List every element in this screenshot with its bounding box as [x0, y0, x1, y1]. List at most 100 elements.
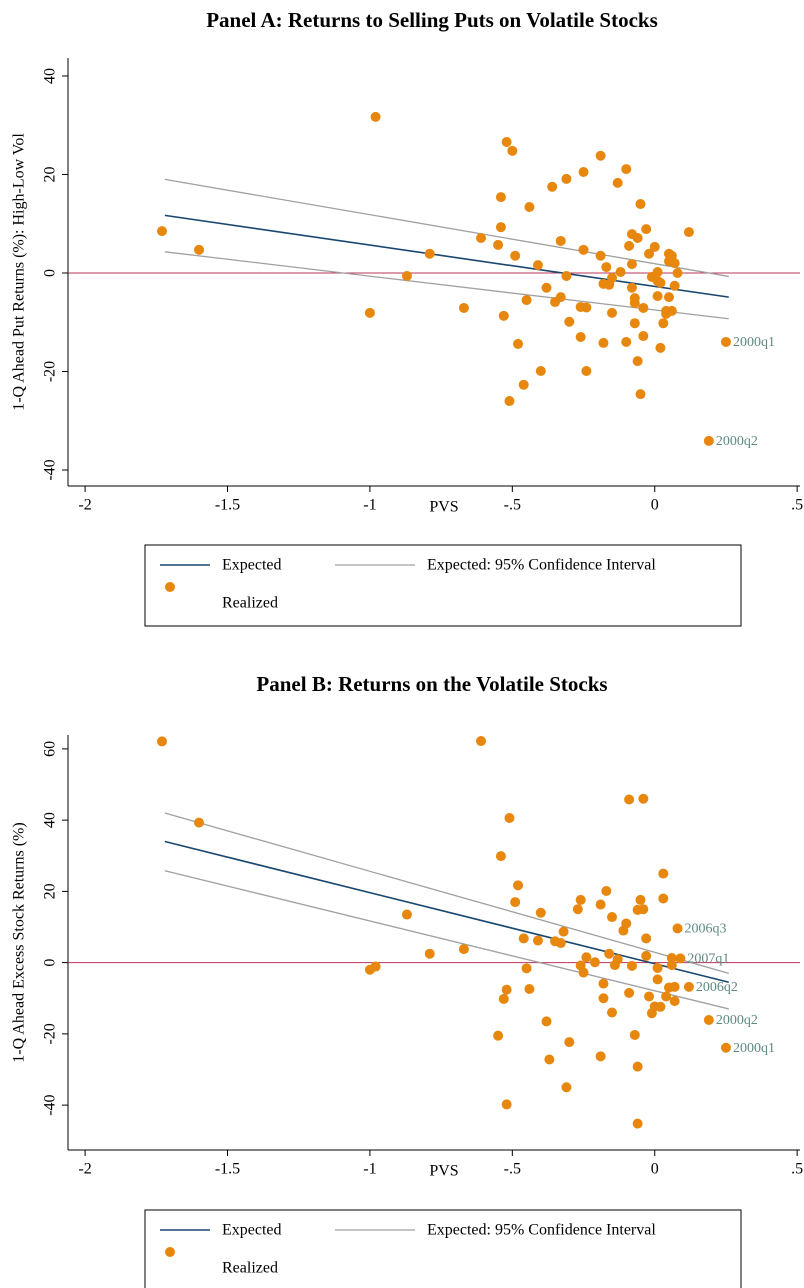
point [561, 173, 572, 184]
y-tick-label: -20 [42, 361, 59, 382]
point [475, 736, 486, 747]
chart-title: Panel A: Returns to Selling Puts on Vola… [206, 8, 658, 32]
point [658, 893, 669, 904]
point [504, 396, 515, 407]
point [638, 793, 649, 804]
annotation: 2007q1 [687, 952, 729, 967]
annotation: 2000q2 [716, 434, 758, 449]
y-tick-label: -40 [42, 1094, 59, 1115]
point [458, 302, 469, 313]
point [194, 244, 205, 255]
point [521, 295, 532, 306]
point [607, 272, 618, 283]
confidence-line [164, 812, 729, 974]
confidence-line [164, 870, 729, 1010]
point [658, 318, 669, 329]
point [632, 233, 643, 244]
point [624, 987, 635, 998]
point [641, 950, 652, 961]
y-tick-label: 40 [42, 812, 59, 828]
point [501, 136, 512, 147]
point [544, 1054, 555, 1065]
chart-title: Panel B: Returns on the Volatile Stocks [256, 672, 607, 696]
point [607, 1007, 618, 1018]
point [703, 435, 714, 446]
x-tick-label: -2 [78, 497, 91, 514]
point [564, 1037, 575, 1048]
point [644, 248, 655, 259]
x-tick-label: .5 [791, 497, 803, 514]
legend-label: Expected [222, 557, 282, 574]
point [558, 926, 569, 937]
x-tick-label: .5 [791, 1161, 803, 1178]
legend-label: Realized [222, 595, 278, 612]
y-axis-label: 1-Q Ahead Put Returns (%): High-Low Vol [11, 133, 28, 411]
expected-line [164, 840, 729, 983]
point [598, 337, 609, 348]
point [624, 794, 635, 805]
point [501, 984, 512, 995]
point [663, 292, 674, 303]
point [555, 938, 566, 949]
annotation: 2000q1 [733, 1041, 775, 1056]
point [518, 933, 529, 944]
legend-box [144, 1209, 742, 1288]
y-tick-label: 20 [42, 166, 59, 182]
point [598, 978, 609, 989]
annotation: 2000q2 [716, 1013, 758, 1028]
point [521, 963, 532, 974]
point [555, 292, 566, 303]
point [683, 981, 694, 992]
legend-label: Expected: 95% Confidence Interval [427, 557, 656, 574]
point [669, 996, 680, 1007]
y-tick-label: 20 [42, 883, 59, 899]
point [581, 952, 592, 963]
point [595, 899, 606, 910]
point [535, 907, 546, 918]
x-tick-label: -1 [363, 497, 376, 514]
point [578, 967, 589, 978]
point [675, 953, 686, 964]
x-tick-label: 0 [651, 1161, 659, 1178]
legend-label: Expected [222, 1222, 282, 1239]
annotation: 2006q2 [696, 980, 738, 995]
point [510, 897, 521, 908]
point [541, 1016, 552, 1027]
point [621, 918, 632, 929]
point [703, 1014, 714, 1025]
point [475, 233, 486, 244]
point [370, 111, 381, 122]
point [672, 267, 683, 278]
point [578, 244, 589, 255]
y-tick-label: 40 [42, 68, 59, 84]
point [652, 267, 663, 277]
point [495, 222, 506, 233]
x-tick-label: -1.5 [215, 1161, 240, 1178]
point [370, 961, 381, 972]
point [658, 868, 669, 879]
legend-box [144, 544, 742, 627]
point [621, 164, 632, 175]
point [535, 365, 546, 376]
y-tick-label: 0 [42, 269, 59, 277]
point [669, 280, 680, 291]
point [655, 277, 666, 288]
point [364, 307, 375, 318]
expected-line [164, 214, 729, 298]
y-tick-label: 60 [42, 741, 59, 757]
point [638, 302, 649, 313]
point [652, 962, 663, 973]
point [498, 993, 509, 1004]
point [532, 260, 543, 271]
point [607, 307, 618, 318]
point [720, 336, 731, 347]
point [638, 904, 649, 915]
point [601, 262, 612, 273]
x-tick-label: 0 [651, 497, 659, 514]
point [507, 145, 518, 156]
point [644, 991, 655, 1002]
point [629, 298, 640, 309]
point [669, 258, 680, 269]
point [401, 270, 412, 281]
y-axis-label: 1-Q Ahead Excess Stock Returns (%) [11, 822, 28, 1062]
